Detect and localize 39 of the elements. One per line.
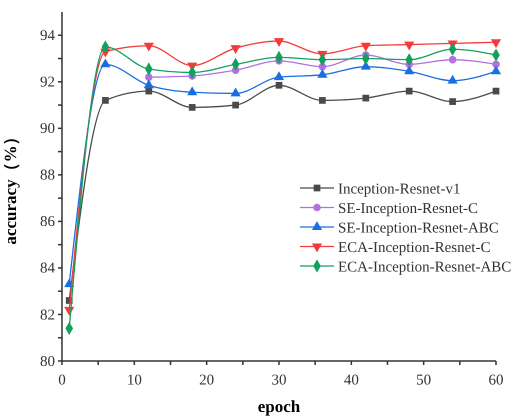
y-tick-label: 92 — [40, 74, 55, 91]
legend-label: Inception-Resnet-v1 — [338, 181, 460, 198]
point — [406, 88, 413, 94]
point — [404, 42, 414, 50]
x-tick-label: 0 — [58, 372, 66, 388]
y-tick-label: 88 — [40, 168, 55, 184]
x-tick-label: 10 — [126, 372, 142, 388]
point — [492, 88, 500, 94]
y-axis-title: accuracy（%） — [1, 128, 20, 245]
point — [102, 97, 109, 104]
x-tick-label: 50 — [416, 372, 432, 388]
point — [449, 98, 456, 105]
point — [490, 39, 502, 48]
point — [448, 56, 456, 64]
y-tick-label: 94 — [40, 28, 56, 44]
legend-label: ECA-Inception-Resnet-C — [338, 240, 490, 256]
point — [232, 102, 239, 108]
legend-label: SE-Inception-Resnet-C — [338, 200, 478, 217]
point — [319, 97, 326, 104]
x-tick-label: 60 — [488, 372, 504, 388]
point — [360, 42, 371, 52]
x-tick-label: 20 — [199, 372, 214, 388]
legend-label: SE-Inception-Resnet-ABC — [338, 220, 499, 236]
x-axis-title: epoch — [258, 397, 301, 416]
y-tick-label: 84 — [40, 260, 56, 277]
y-tick-label: 90 — [40, 121, 55, 138]
y-tick-label: 80 — [40, 354, 55, 370]
point — [144, 42, 154, 52]
x-tick-label: 30 — [272, 372, 286, 388]
point — [276, 82, 282, 89]
point — [274, 38, 284, 47]
point — [362, 94, 370, 102]
point — [188, 104, 196, 111]
y-tick-label: 86 — [40, 214, 56, 230]
legend-label: ECA-Inception-Resnet-ABC — [338, 259, 512, 276]
point — [145, 88, 152, 94]
point — [230, 45, 241, 54]
x-tick-label: 40 — [344, 372, 359, 388]
y-tick-label: 82 — [40, 307, 55, 324]
